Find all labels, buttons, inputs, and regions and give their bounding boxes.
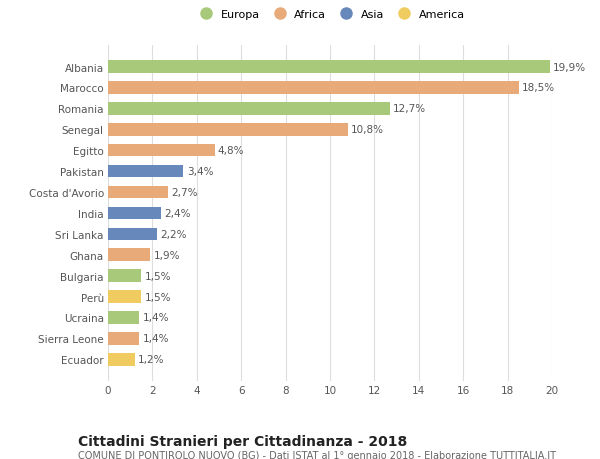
Bar (108, 61, 550, 73)
Text: 2,2%: 2,2% (160, 230, 187, 239)
Bar (108, 249, 150, 262)
Bar (108, 228, 157, 241)
Text: 19,9%: 19,9% (553, 62, 586, 73)
Bar (108, 353, 134, 366)
Text: 18,5%: 18,5% (522, 83, 555, 93)
Bar (108, 312, 139, 324)
Text: 10,8%: 10,8% (351, 125, 384, 135)
Bar (108, 186, 168, 199)
Text: 4,8%: 4,8% (218, 146, 244, 156)
Text: 2,7%: 2,7% (171, 188, 198, 197)
Text: 1,5%: 1,5% (145, 292, 171, 302)
Text: 12,7%: 12,7% (393, 104, 427, 114)
Bar (108, 207, 161, 220)
Legend: Europa, Africa, Asia, America: Europa, Africa, Asia, America (193, 8, 467, 22)
Bar (108, 82, 519, 95)
Text: Cittadini Stranieri per Cittadinanza - 2018: Cittadini Stranieri per Cittadinanza - 2… (78, 434, 407, 448)
Text: COMUNE DI PONTIROLO NUOVO (BG) - Dati ISTAT al 1° gennaio 2018 - Elaborazione TU: COMUNE DI PONTIROLO NUOVO (BG) - Dati IS… (78, 450, 556, 459)
Text: 2,4%: 2,4% (164, 208, 191, 218)
Bar (108, 145, 215, 157)
Bar (108, 291, 142, 303)
Bar (108, 103, 390, 115)
Text: 1,9%: 1,9% (154, 250, 180, 260)
Text: 1,4%: 1,4% (142, 313, 169, 323)
Text: 1,2%: 1,2% (138, 354, 164, 364)
Bar (108, 165, 184, 178)
Text: 3,4%: 3,4% (187, 167, 214, 177)
Bar (108, 270, 142, 282)
Text: 1,5%: 1,5% (145, 271, 171, 281)
Bar (108, 332, 139, 345)
Bar (108, 124, 348, 136)
Text: 1,4%: 1,4% (142, 334, 169, 344)
